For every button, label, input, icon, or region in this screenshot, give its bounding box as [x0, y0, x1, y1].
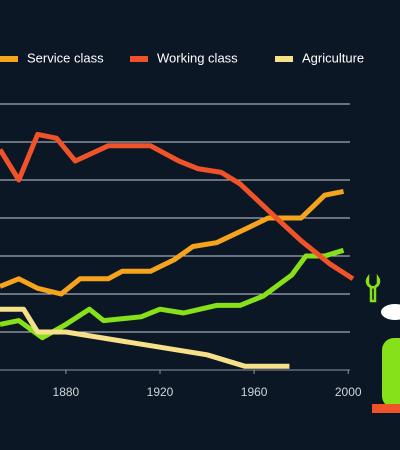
body — [382, 338, 400, 408]
base — [372, 404, 400, 413]
x-tick-label: 1880 — [53, 385, 80, 399]
x-tick-label: 2000 — [335, 385, 362, 399]
hand — [381, 304, 400, 320]
line — [0, 306, 290, 369]
wrench-icon — [365, 273, 381, 303]
illustration — [365, 273, 400, 413]
legend-swatch — [275, 56, 293, 62]
legend-label: Working class — [157, 50, 238, 65]
legend-swatch — [0, 56, 18, 62]
x-tick-label: 1960 — [241, 385, 268, 399]
legend-swatch — [130, 56, 148, 62]
legend-label: Agriculture — [302, 50, 364, 65]
legend-label: Service class — [27, 50, 104, 65]
line — [0, 188, 345, 297]
x-tick-label: 1920 — [147, 385, 174, 399]
line — [0, 131, 355, 281]
